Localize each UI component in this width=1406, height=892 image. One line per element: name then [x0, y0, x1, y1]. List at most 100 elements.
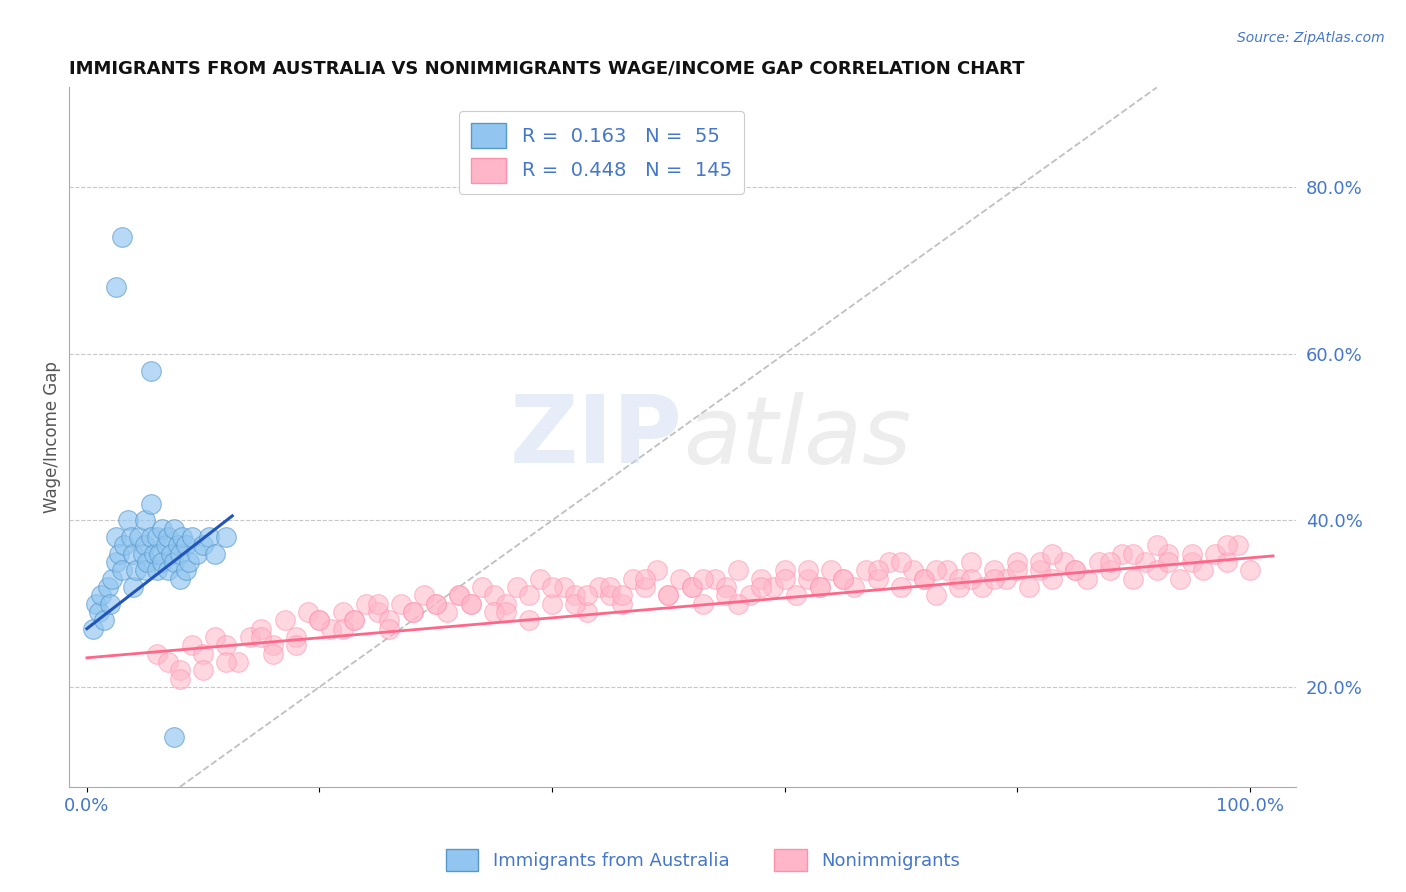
Point	[180, 638, 202, 652]
Point	[97, 580, 120, 594]
Point	[1227, 538, 1250, 552]
Point	[831, 572, 853, 586]
Point	[132, 547, 155, 561]
Point	[117, 513, 139, 527]
Point	[599, 580, 621, 594]
Point	[159, 547, 181, 561]
Point	[262, 638, 284, 652]
Point	[169, 672, 191, 686]
Point	[84, 597, 107, 611]
Point	[738, 588, 761, 602]
Point	[122, 547, 145, 561]
Point	[983, 563, 1005, 577]
Point	[681, 580, 703, 594]
Point	[82, 622, 104, 636]
Point	[1099, 555, 1122, 569]
Point	[180, 530, 202, 544]
Point	[1005, 555, 1028, 569]
Point	[93, 613, 115, 627]
Point	[169, 572, 191, 586]
Text: IMMIGRANTS FROM AUSTRALIA VS NONIMMIGRANTS WAGE/INCOME GAP CORRELATION CHART: IMMIGRANTS FROM AUSTRALIA VS NONIMMIGRAN…	[69, 60, 1025, 78]
Point	[308, 613, 330, 627]
Point	[163, 555, 186, 569]
Point	[482, 605, 505, 619]
Point	[553, 580, 575, 594]
Point	[332, 605, 354, 619]
Point	[1181, 547, 1204, 561]
Point	[866, 563, 889, 577]
Point	[1122, 547, 1144, 561]
Point	[285, 638, 308, 652]
Point	[460, 597, 482, 611]
Point	[215, 655, 238, 669]
Point	[389, 597, 412, 611]
Point	[139, 497, 162, 511]
Point	[1157, 555, 1180, 569]
Point	[1122, 572, 1144, 586]
Point	[831, 572, 853, 586]
Point	[855, 563, 877, 577]
Point	[343, 613, 366, 627]
Point	[517, 588, 540, 602]
Point	[1215, 538, 1237, 552]
Point	[983, 572, 1005, 586]
Point	[1111, 547, 1133, 561]
Point	[588, 580, 610, 594]
Point	[378, 613, 401, 627]
Point	[145, 647, 167, 661]
Point	[1040, 572, 1063, 586]
Point	[262, 647, 284, 661]
Point	[447, 588, 470, 602]
Point	[866, 572, 889, 586]
Point	[148, 547, 170, 561]
Point	[599, 588, 621, 602]
Text: ZIP: ZIP	[510, 392, 683, 483]
Point	[163, 730, 186, 744]
Point	[610, 597, 633, 611]
Point	[1005, 563, 1028, 577]
Point	[332, 622, 354, 636]
Point	[112, 538, 135, 552]
Point	[308, 613, 330, 627]
Point	[204, 630, 226, 644]
Point	[436, 605, 458, 619]
Point	[172, 530, 194, 544]
Point	[1099, 563, 1122, 577]
Point	[174, 563, 197, 577]
Point	[90, 588, 112, 602]
Point	[447, 588, 470, 602]
Point	[1215, 555, 1237, 569]
Point	[134, 513, 156, 527]
Point	[120, 530, 142, 544]
Point	[111, 230, 134, 244]
Point	[541, 597, 564, 611]
Point	[354, 597, 377, 611]
Point	[122, 580, 145, 594]
Point	[143, 547, 166, 561]
Point	[108, 547, 131, 561]
Point	[198, 530, 221, 544]
Point	[460, 597, 482, 611]
Point	[152, 555, 174, 569]
Point	[901, 563, 924, 577]
Point	[128, 530, 150, 544]
Point	[1076, 572, 1098, 586]
Point	[948, 572, 970, 586]
Point	[193, 538, 215, 552]
Point	[623, 572, 645, 586]
Point	[471, 580, 494, 594]
Point	[139, 530, 162, 544]
Point	[215, 530, 238, 544]
Point	[157, 655, 180, 669]
Point	[1146, 563, 1168, 577]
Point	[1181, 555, 1204, 569]
Point	[669, 572, 692, 586]
Point	[773, 572, 796, 586]
Point	[877, 555, 900, 569]
Point	[925, 563, 948, 577]
Point	[890, 555, 912, 569]
Point	[104, 530, 127, 544]
Point	[703, 572, 725, 586]
Point	[204, 547, 226, 561]
Point	[125, 563, 148, 577]
